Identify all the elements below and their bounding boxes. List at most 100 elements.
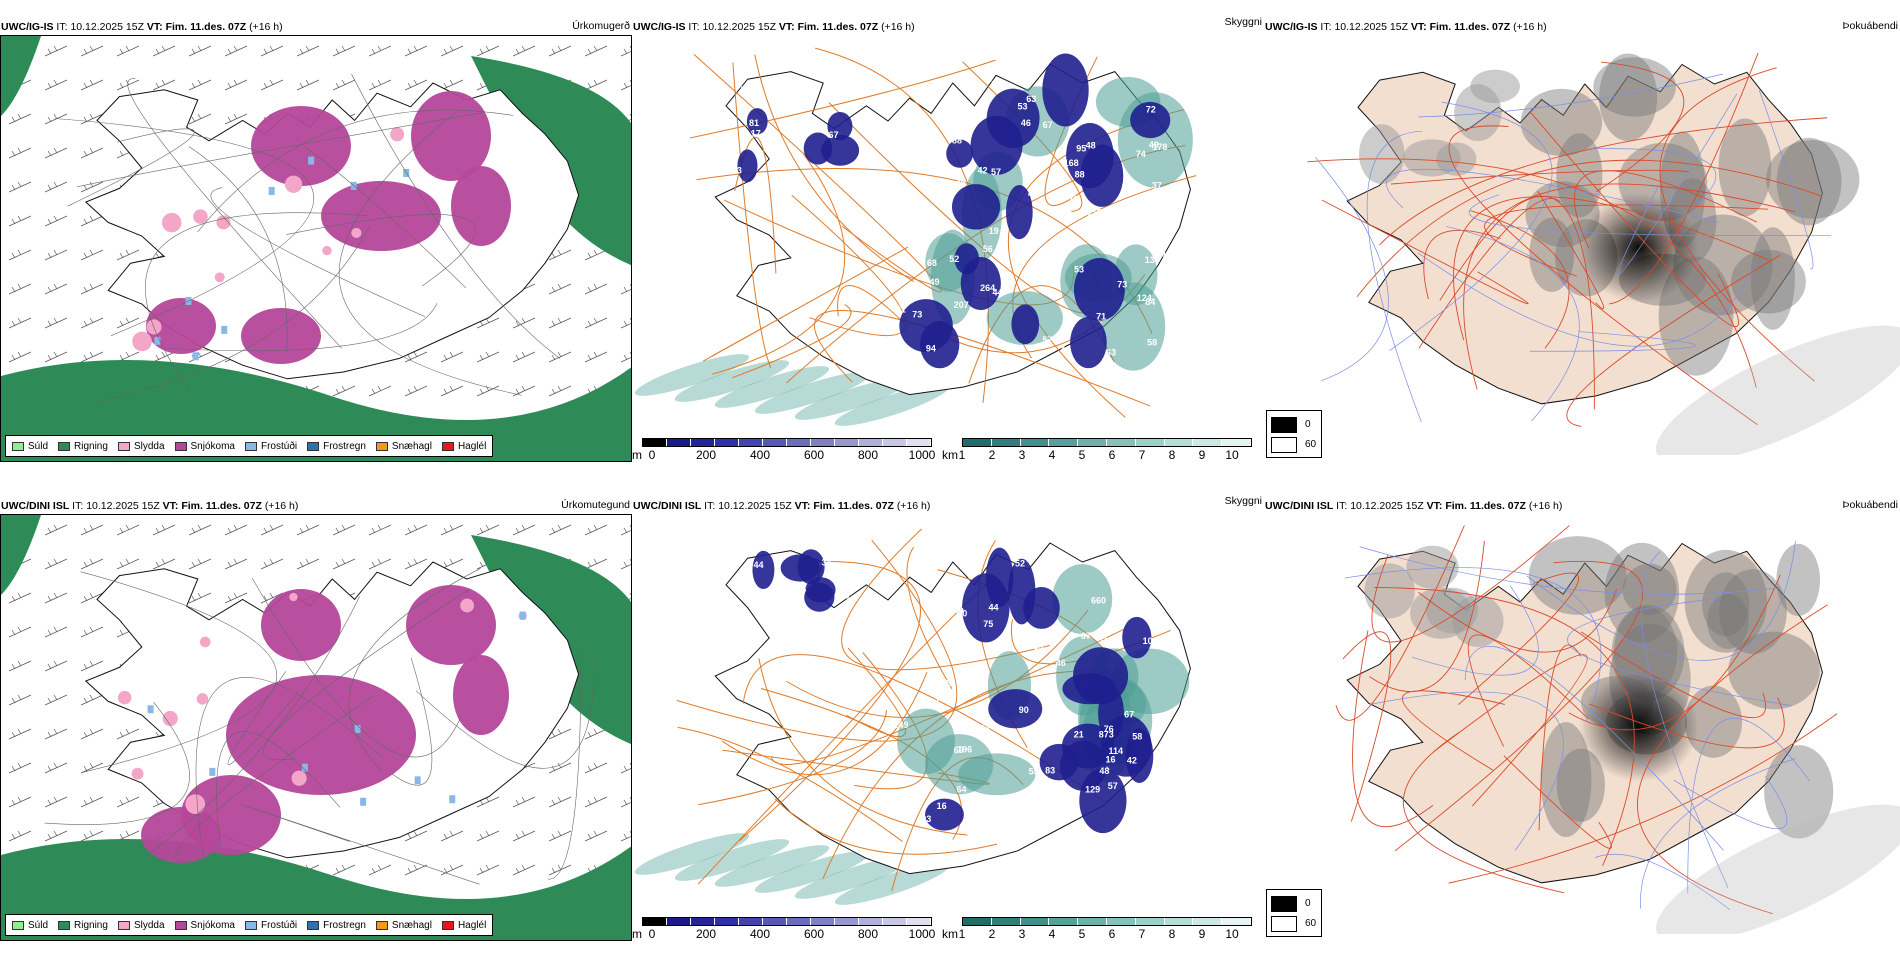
cloud-base-label: 106 xyxy=(1143,636,1158,646)
colorbar-step xyxy=(643,439,667,446)
legend-label: Frostregn xyxy=(323,440,366,452)
road-line xyxy=(197,109,514,233)
cloud-base-label: 88 xyxy=(1075,170,1085,180)
visibility-haze xyxy=(714,845,830,887)
legend-item: Rigning xyxy=(58,441,108,452)
cloud-base-colorbar: m 0 200 400 600 800 1000 xyxy=(632,917,935,947)
road-line xyxy=(1394,560,1643,852)
wind-barb xyxy=(44,215,68,227)
wind-barb xyxy=(548,830,572,842)
colorbar-step xyxy=(691,918,715,925)
cloud-base-area xyxy=(1005,184,1033,240)
wind-barb xyxy=(440,351,464,363)
wind-barb xyxy=(80,283,104,295)
river-line xyxy=(1567,597,1792,706)
wind-barb xyxy=(80,660,104,672)
cloud-base-area xyxy=(988,689,1043,729)
river-line xyxy=(1617,93,1738,276)
river-line xyxy=(1640,758,1796,909)
cloud-base-map[interactable]: 81 67 43 70 82 17 13 49 74 45 37 47 68 73 42 81 49 88 88 72… xyxy=(632,35,1264,435)
cloud-base-label: 873 xyxy=(1099,729,1114,739)
wind-barb xyxy=(44,762,68,774)
legend-swatch xyxy=(58,441,71,451)
cloud-base-label: 62 xyxy=(894,795,904,805)
cloud-base-label: 61 xyxy=(1002,744,1012,754)
cloud-base-label: 46 xyxy=(1156,716,1166,726)
road-line xyxy=(1467,634,1589,747)
colorbar-step xyxy=(667,918,691,925)
visibility-area xyxy=(1110,648,1190,715)
precip-map[interactable]: Súld Rigning Slydda Snjókoma Frostúði Frostre… xyxy=(0,514,632,941)
wind-barb xyxy=(8,317,32,329)
wind-barb xyxy=(440,558,464,570)
fog-index-area xyxy=(1684,685,1743,758)
cloud-base-label: 72 xyxy=(916,116,926,126)
colorbar-tick: 10 xyxy=(1225,927,1239,941)
field-name: Þokuábendi xyxy=(1842,499,1898,511)
fog-index-map[interactable] xyxy=(1264,35,1900,455)
cloud-base-label: 19 xyxy=(896,120,906,130)
cloud-base-label: 68 xyxy=(1083,113,1093,123)
river-line xyxy=(1687,718,1810,894)
fog-index-area xyxy=(1684,549,1768,653)
cloud-base-map[interactable]: 44 65 67 23 88 38 55 51 79 52 51 46 84 69 114 67 70 75 73 7… xyxy=(632,514,1264,914)
wind-barb xyxy=(512,524,536,536)
fog-legend-swatch xyxy=(1271,437,1297,453)
road-line xyxy=(1433,654,1588,807)
precip-map[interactable]: Súld Rigning Slydda Snjókoma Frostúði Frostre… xyxy=(0,35,632,462)
cloud-base-label: 52 xyxy=(949,254,959,264)
snow-area xyxy=(241,308,321,364)
sleet-patch xyxy=(132,331,152,352)
fog-index-area xyxy=(1578,192,1699,303)
cloud-base-area xyxy=(821,134,860,166)
colorbar-step xyxy=(1106,918,1136,925)
panel-header: UWC/DINI ISL IT: 10.12.2025 15Z VT: Fim.… xyxy=(1,500,299,512)
wind-barb xyxy=(296,524,320,536)
wind-barb xyxy=(332,45,356,57)
legend-label: Súld xyxy=(28,919,49,931)
sleet-patch xyxy=(216,215,231,230)
wind-barb xyxy=(80,830,104,842)
wind-barb xyxy=(116,796,140,808)
cloud-base-label: 82 xyxy=(808,83,818,93)
fog-index-map[interactable] xyxy=(1264,514,1900,934)
river-line xyxy=(1418,73,1723,118)
wind-barb xyxy=(44,830,68,842)
wind-barb xyxy=(188,524,212,536)
wind-barb xyxy=(584,317,608,329)
wind-barb xyxy=(296,558,320,570)
wind-barb xyxy=(584,762,608,774)
panel-header: UWC/IG-IS IT: 10.12.2025 15Z VT: Fim. 11… xyxy=(1,21,283,33)
colorbar-step xyxy=(643,918,667,925)
cloud-base-label: 178 xyxy=(1152,142,1167,152)
wind-barb xyxy=(44,626,68,638)
road-line xyxy=(1596,61,1685,192)
panel-header: UWC/DINI ISL IT: 10.12.2025 15Z VT: Fim.… xyxy=(633,500,931,512)
cloud-base-label: 188 xyxy=(1003,798,1018,808)
cloud-base-label: 52 xyxy=(953,644,963,654)
wind-barb xyxy=(80,796,104,808)
freezing-drizzle-patch xyxy=(414,776,421,785)
wind-barb xyxy=(116,45,140,57)
wind-barb xyxy=(620,796,631,808)
river-line xyxy=(1529,331,1696,352)
cloud-base-label: 43 xyxy=(732,166,742,176)
colorbar-tick: 400 xyxy=(749,927,771,941)
cloud-base-label: 19 xyxy=(989,226,999,236)
wind-barb xyxy=(224,45,248,57)
cloud-base-area xyxy=(797,549,825,585)
fog-index-area xyxy=(1622,563,1677,616)
wind-barb xyxy=(8,830,32,842)
wind-barb xyxy=(548,762,572,774)
road-line xyxy=(415,662,595,769)
wind-barb xyxy=(80,317,104,329)
wind-barb xyxy=(476,864,500,876)
road-line xyxy=(1390,169,1690,185)
road-line xyxy=(1369,540,1485,693)
snow-area xyxy=(321,181,441,251)
cloud-base-area xyxy=(1011,304,1040,345)
legend-label: Snjókoma xyxy=(190,440,235,452)
snow-area xyxy=(411,91,491,181)
sleet-patch xyxy=(185,794,206,814)
legend-label: Frostúði xyxy=(260,919,298,931)
